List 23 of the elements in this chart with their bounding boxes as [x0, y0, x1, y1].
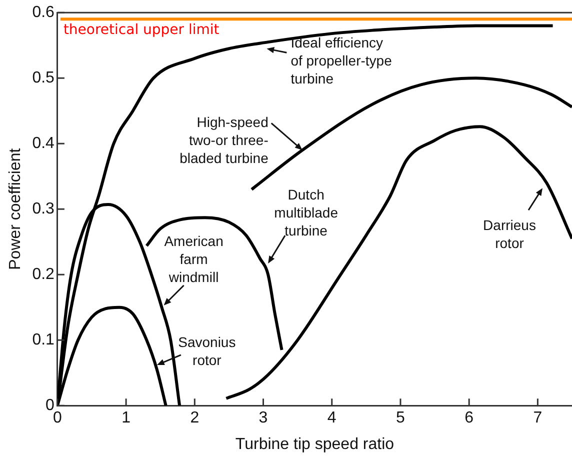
x-tick-label: 6	[464, 410, 474, 427]
annotation: Dutch multiblade turbine	[274, 186, 338, 238]
x-tick-label: 5	[396, 410, 406, 427]
y-tick-label: 0.3	[32, 200, 55, 218]
annotation: American farm windmill	[164, 233, 224, 286]
x-tick-label: 2	[190, 410, 200, 427]
x-tick-label: 4	[327, 410, 336, 427]
y-tick-label: 0.6	[32, 4, 55, 22]
x-tick-label: 1	[122, 410, 131, 427]
x-axis-title: Turbine tip speed ratio	[235, 436, 394, 453]
y-tick-label: 0.1	[32, 332, 55, 349]
annotation: Ideal efficiency of propeller-type turbine	[290, 34, 392, 86]
y-tick-label: 0.5	[32, 70, 55, 87]
annotation: Darrieus rotor	[483, 217, 536, 251]
y-axis-title: Power coefficient	[7, 148, 24, 270]
x-tick-label: 3	[258, 410, 268, 427]
y-tick-label: 0	[46, 397, 55, 414]
annotation: High-speed two-or three- bladed turbine	[180, 114, 269, 166]
y-tick-label: 0.4	[32, 135, 55, 152]
ref-line-label: theoretical upper limit	[63, 22, 220, 38]
x-tick-label: 7	[533, 410, 542, 427]
y-tick-label: 0.2	[32, 266, 55, 284]
annotation: Savonius rotor	[178, 334, 236, 368]
